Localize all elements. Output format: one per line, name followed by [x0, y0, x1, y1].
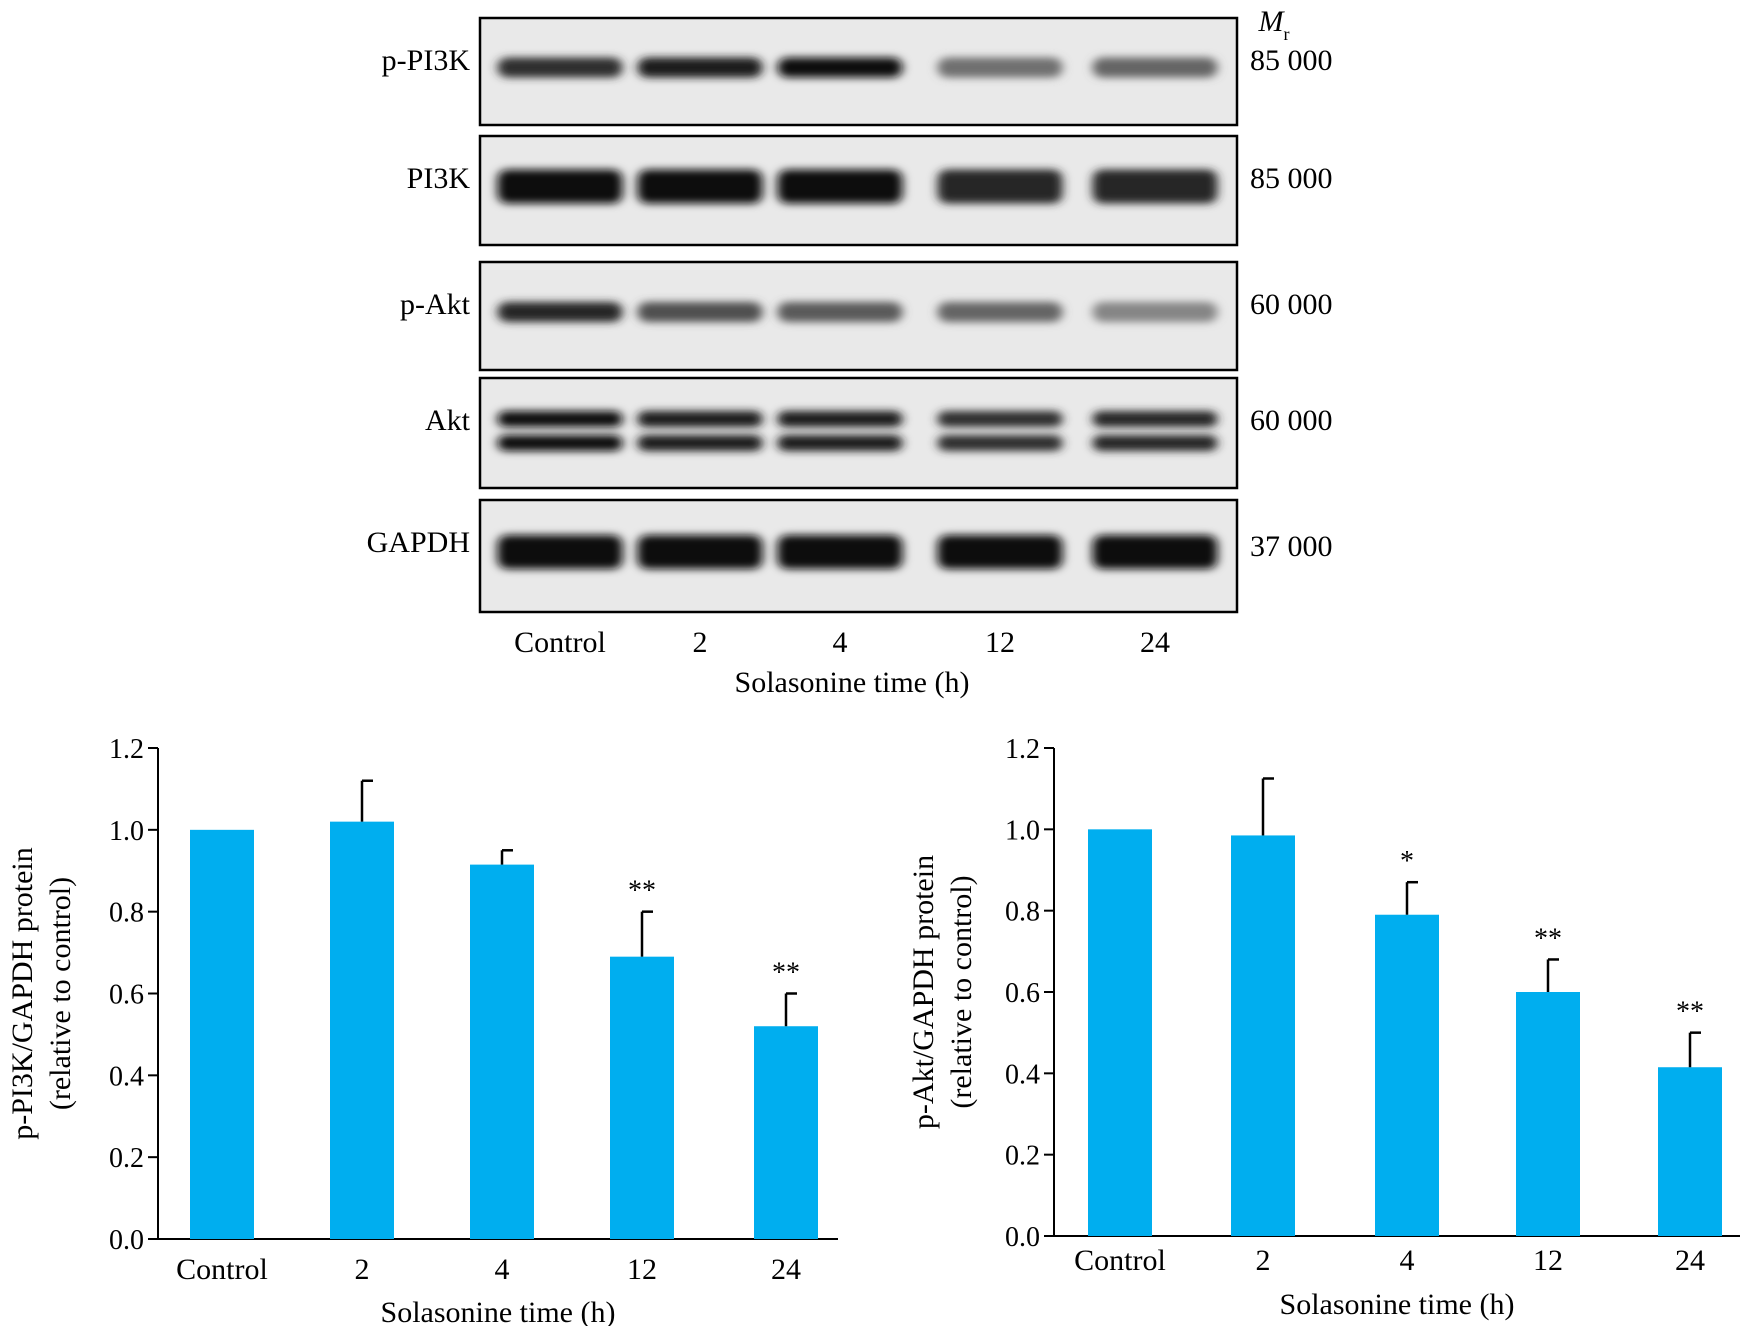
blot-band	[777, 435, 903, 451]
blot-lane-label: 12	[985, 626, 1015, 659]
blot-band	[937, 169, 1063, 204]
y-axis-title: (relative to control)	[44, 877, 77, 1110]
x-tick-label: 2	[1256, 1244, 1271, 1277]
y-tick-label: 0.4	[109, 1061, 144, 1092]
blot-band	[777, 411, 903, 427]
blot-band	[777, 302, 903, 322]
y-tick-label: 1.0	[1005, 815, 1040, 846]
significance-mark: **	[772, 958, 800, 989]
blot-band	[937, 435, 1063, 451]
blot-band	[937, 57, 1063, 78]
blot-band	[1092, 435, 1218, 451]
blot-band	[497, 57, 623, 78]
x-tick-label: 2	[355, 1253, 370, 1286]
blot-mr-value: 85 000	[1250, 162, 1333, 195]
blot-band	[637, 169, 763, 204]
x-tick-label: Control	[176, 1253, 268, 1286]
blot-band	[777, 169, 903, 204]
blot-row-label: Akt	[425, 404, 471, 437]
blot-lane-label: 24	[1140, 626, 1170, 659]
y-tick-label: 1.2	[109, 734, 144, 765]
blot-band	[637, 57, 763, 78]
y-tick-label: 0.8	[1005, 897, 1040, 928]
blot-row-label: GAPDH	[367, 526, 470, 559]
significance-mark: *	[1400, 846, 1414, 877]
bar	[1658, 1067, 1722, 1236]
chart-p-akt: 0.0 0.2 0.4 0.6 0.8 1.0 1.2 Control 2 * 4 ** 12 ** 24 S…	[907, 734, 1740, 1321]
y-tick-label: 0.2	[109, 1143, 144, 1174]
blot-band	[1092, 411, 1218, 427]
blot-band	[937, 411, 1063, 427]
x-tick-label: Control	[1074, 1244, 1166, 1277]
blot-panel-akt	[478, 376, 1239, 490]
y-axis-title: p-Akt/GAPDH protein	[907, 855, 940, 1129]
blot-band	[497, 169, 623, 204]
x-tick-label: 12	[1533, 1244, 1563, 1277]
blot-row-label: p-Akt	[400, 288, 471, 321]
y-tick-label: 1.0	[109, 816, 144, 847]
y-tick-label: 0.0	[109, 1225, 144, 1256]
y-tick-label: 0.6	[1005, 978, 1040, 1009]
bar	[1088, 829, 1152, 1236]
bar	[754, 1026, 818, 1239]
x-tick-label: 24	[1675, 1244, 1705, 1277]
y-tick-label: 0.2	[1005, 1141, 1040, 1172]
bar	[1375, 914, 1439, 1236]
y-axis-title: p-PI3K/GAPDH protein	[6, 847, 39, 1140]
blot-band	[1092, 302, 1218, 322]
y-tick-label: 0.0	[1005, 1222, 1040, 1253]
x-tick-label: 24	[771, 1253, 801, 1286]
blot-band	[497, 302, 623, 322]
blot-x-axis-title: Solasonine time (h)	[735, 666, 970, 699]
blot-band	[497, 411, 623, 427]
x-axis-title: Solasonine time (h)	[381, 1296, 616, 1326]
blot-row-label: p-PI3K	[382, 44, 471, 77]
bar	[1516, 992, 1580, 1236]
blot-band	[937, 302, 1063, 322]
blot-mr-value: 85 000	[1250, 44, 1333, 77]
blot-mr-value: 37 000	[1250, 530, 1333, 563]
western-blot: Mr p-PI3K 85 000 PI3K 85 000 p-Akt 60 000 Akt 6…	[367, 5, 1333, 699]
bar	[190, 829, 254, 1239]
blot-band	[937, 535, 1063, 569]
blot-lane-label: Control	[514, 626, 606, 659]
blot-band	[637, 535, 763, 569]
blot-lane-label: 4	[833, 626, 848, 659]
significance-mark: **	[628, 876, 656, 907]
x-tick-label: 4	[495, 1253, 510, 1286]
blot-band	[1092, 57, 1218, 78]
blot-band	[777, 57, 903, 78]
y-tick-label: 0.4	[1005, 1059, 1040, 1090]
x-tick-label: 12	[627, 1253, 657, 1286]
blot-band	[1092, 535, 1218, 569]
blot-band	[777, 535, 903, 569]
blot-mr-value: 60 000	[1250, 288, 1333, 321]
y-axis-title: (relative to control)	[945, 875, 978, 1108]
y-tick-label: 0.8	[109, 898, 144, 929]
blot-band	[637, 411, 763, 427]
bar	[610, 956, 674, 1239]
significance-mark: **	[1676, 997, 1704, 1028]
blot-lane-label: 2	[693, 626, 708, 659]
x-tick-label: 4	[1400, 1244, 1415, 1277]
blot-band	[497, 535, 623, 569]
y-tick-label: 0.6	[109, 980, 144, 1011]
blot-band	[497, 435, 623, 451]
significance-mark: **	[1534, 923, 1562, 954]
blot-band	[637, 302, 763, 322]
bar	[470, 864, 534, 1239]
bar	[1231, 835, 1295, 1236]
blot-mr-value: 60 000	[1250, 404, 1333, 437]
mr-label: Mr	[1258, 5, 1290, 44]
blot-row-label: PI3K	[407, 162, 471, 195]
x-axis-title: Solasonine time (h)	[1280, 1288, 1515, 1321]
y-tick-label: 1.2	[1005, 734, 1040, 765]
bar	[330, 821, 394, 1239]
blot-band	[637, 435, 763, 451]
blot-band	[1092, 169, 1218, 204]
